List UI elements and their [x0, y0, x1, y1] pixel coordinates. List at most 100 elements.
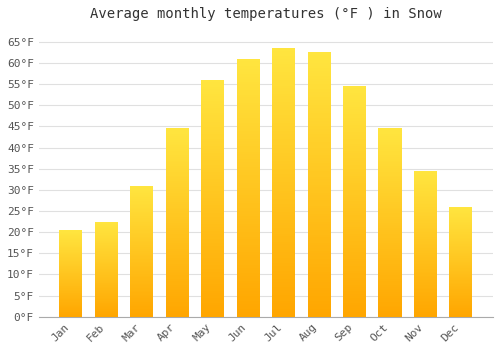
Bar [201, 255, 224, 258]
Bar [166, 253, 189, 255]
Bar [414, 218, 437, 219]
Bar [378, 128, 402, 131]
Bar [201, 158, 224, 160]
Bar [308, 303, 330, 306]
Bar [166, 234, 189, 236]
Bar [60, 246, 82, 247]
Bar [95, 307, 118, 308]
Bar [450, 284, 472, 285]
Bar [414, 203, 437, 204]
Bar [450, 262, 472, 263]
Bar [166, 287, 189, 288]
Bar [414, 197, 437, 198]
Bar [450, 308, 472, 309]
Bar [450, 216, 472, 217]
Bar [450, 275, 472, 276]
Bar [308, 174, 330, 177]
Bar [95, 293, 118, 294]
Bar [236, 252, 260, 255]
Bar [343, 195, 366, 197]
Bar [130, 284, 154, 285]
Bar [343, 167, 366, 169]
Bar [60, 232, 82, 233]
Bar [272, 198, 295, 201]
Bar [236, 286, 260, 288]
Bar [343, 282, 366, 285]
Bar [95, 267, 118, 268]
Bar [378, 132, 402, 134]
Bar [414, 304, 437, 305]
Bar [343, 243, 366, 245]
Bar [60, 304, 82, 306]
Bar [378, 311, 402, 313]
Bar [414, 256, 437, 257]
Bar [130, 226, 154, 228]
Bar [450, 252, 472, 253]
Bar [130, 294, 154, 296]
Bar [308, 105, 330, 108]
Bar [450, 297, 472, 298]
Bar [308, 89, 330, 92]
Bar [308, 111, 330, 113]
Bar [343, 86, 366, 89]
Bar [201, 310, 224, 312]
Bar [272, 258, 295, 260]
Bar [272, 54, 295, 56]
Bar [272, 83, 295, 86]
Bar [201, 99, 224, 101]
Bar [201, 85, 224, 87]
Bar [166, 194, 189, 196]
Bar [378, 266, 402, 268]
Bar [414, 261, 437, 263]
Bar [308, 63, 330, 65]
Bar [450, 305, 472, 306]
Bar [166, 174, 189, 176]
Bar [60, 247, 82, 248]
Bar [414, 232, 437, 233]
Bar [272, 252, 295, 255]
Bar [236, 131, 260, 134]
Bar [272, 78, 295, 80]
Bar [201, 210, 224, 212]
Bar [95, 249, 118, 250]
Bar [378, 260, 402, 262]
Bar [166, 260, 189, 262]
Bar [95, 300, 118, 301]
Bar [95, 280, 118, 281]
Bar [166, 249, 189, 251]
Bar [236, 299, 260, 301]
Bar [201, 177, 224, 179]
Bar [130, 278, 154, 279]
Bar [236, 301, 260, 304]
Bar [236, 69, 260, 72]
Bar [166, 132, 189, 134]
Bar [378, 300, 402, 302]
Bar [130, 205, 154, 206]
Bar [166, 247, 189, 249]
Bar [414, 244, 437, 245]
Bar [450, 236, 472, 237]
Bar [166, 262, 189, 264]
Bar [272, 298, 295, 301]
Bar [414, 177, 437, 178]
Bar [343, 215, 366, 218]
Bar [166, 296, 189, 298]
Bar [414, 248, 437, 250]
Bar [272, 94, 295, 97]
Bar [60, 279, 82, 280]
Bar [130, 213, 154, 215]
Bar [414, 209, 437, 210]
Bar [378, 240, 402, 242]
Bar [166, 279, 189, 281]
Bar [130, 296, 154, 297]
Bar [308, 52, 330, 55]
Bar [308, 193, 330, 195]
Bar [450, 266, 472, 267]
Bar [272, 161, 295, 164]
Bar [60, 242, 82, 243]
Bar [201, 208, 224, 210]
Bar [378, 209, 402, 211]
Bar [343, 289, 366, 292]
Bar [272, 306, 295, 309]
Bar [378, 136, 402, 138]
